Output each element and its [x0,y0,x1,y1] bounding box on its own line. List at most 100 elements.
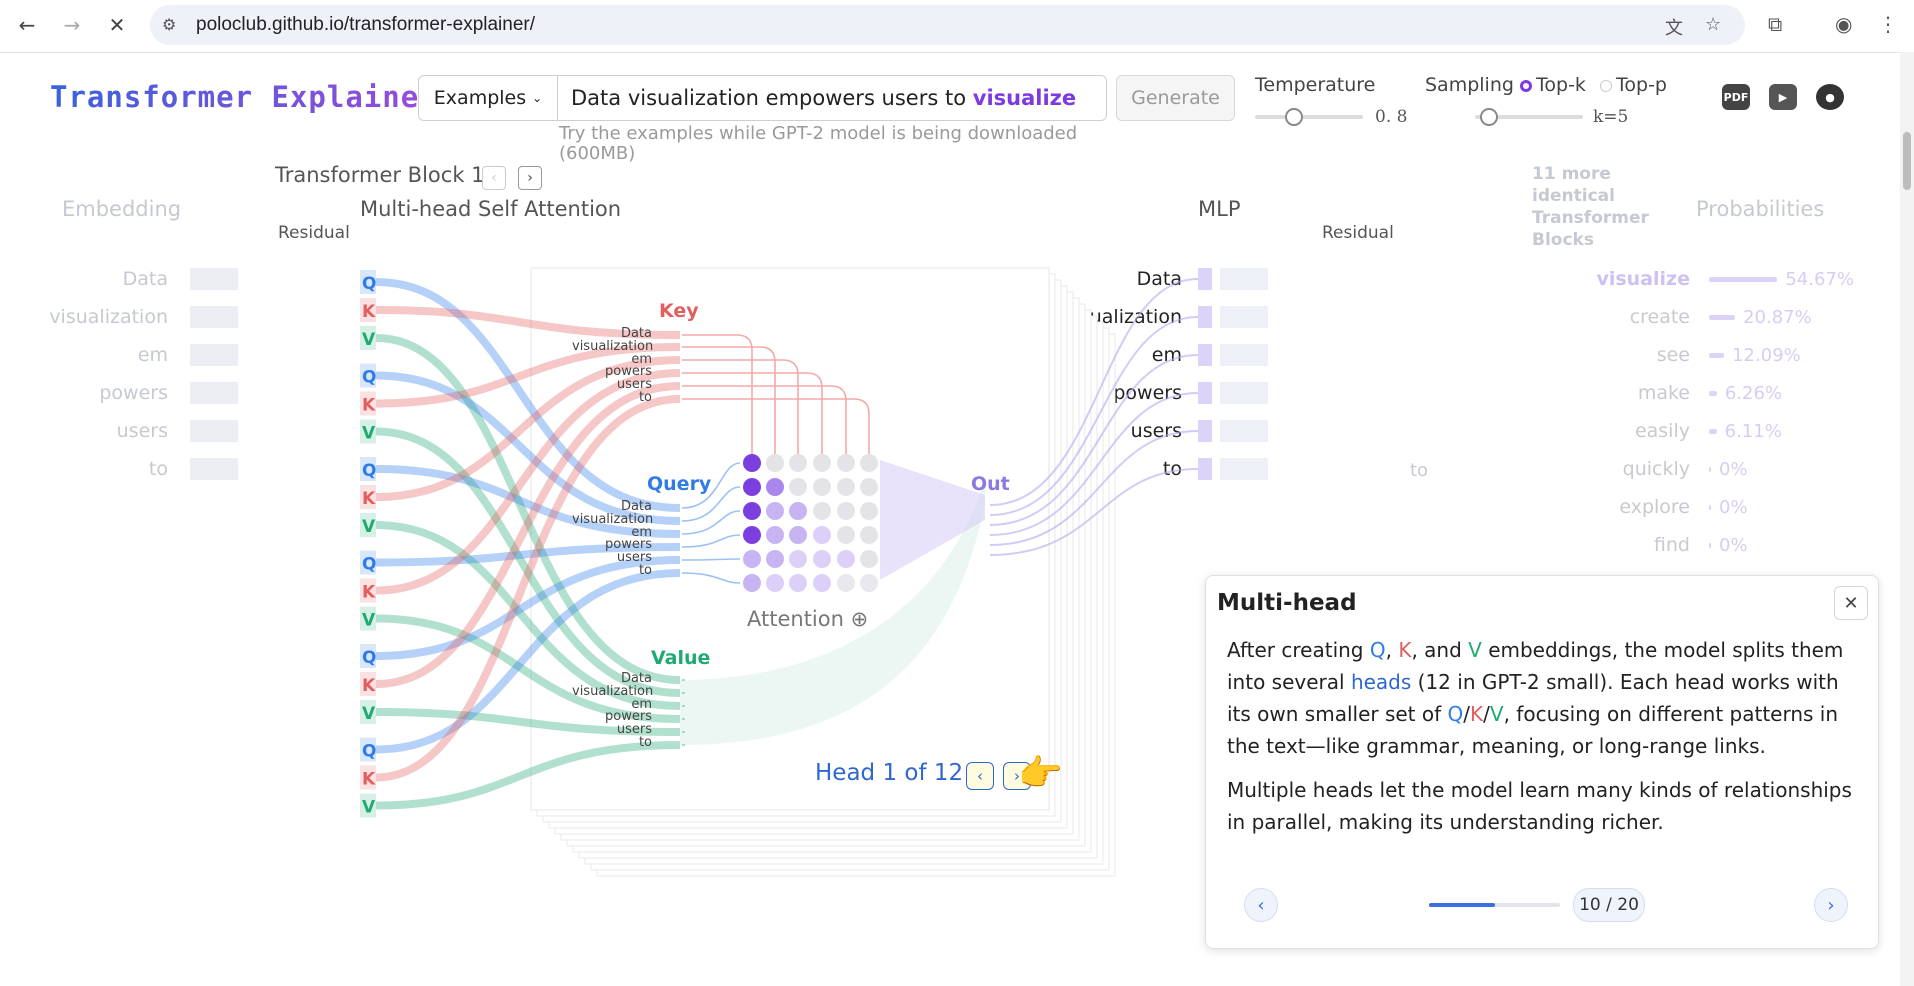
mlp-title[interactable]: MLP [1198,197,1241,221]
attention-cell [837,526,855,544]
flow-ribbon [375,556,681,660]
flow-ribbon [375,395,681,782]
value-token-label: users [616,722,652,738]
mlp-vector [1220,344,1268,366]
card-progress-bar [1429,903,1560,907]
probability-value: 0% [1719,497,1748,518]
attention-cell [813,574,831,592]
qkv-cell [360,419,376,444]
examples-dropdown[interactable]: Examples ⌄ [419,76,558,120]
probability-bar [1709,505,1711,510]
probabilities-title[interactable]: Probabilities [1696,197,1825,221]
app-logo[interactable]: Transformer Explainer [50,80,438,114]
attention-cell [860,454,878,472]
scrollbar-thumb[interactable] [1903,132,1911,190]
qkv-letter: Q [362,274,376,294]
radio-top-p[interactable]: Top-p [1600,74,1667,96]
query-token-label: users [616,550,652,566]
temperature-slider[interactable] [1255,115,1363,119]
back-icon[interactable]: ← [18,13,36,37]
probability-bar [1709,315,1736,320]
block-label: Transformer Block 1 [275,163,485,187]
site-settings-icon[interactable]: ⚙ [162,15,177,34]
next-head-button[interactable]: › [1003,762,1031,790]
close-icon[interactable]: ✕ [1834,586,1868,620]
attention-zoom-label[interactable]: Attention ⊕ [747,607,868,631]
qkv-letter: V [362,424,376,444]
value-out-flow [680,480,985,745]
card-progress-fill [1429,903,1495,907]
stop-loading-icon[interactable]: ✕ [108,13,126,37]
qkv-cell [360,513,376,537]
profile-icon[interactable]: ◉ [1835,12,1853,36]
youtube-icon[interactable]: ▶ [1769,84,1797,110]
prompt-input[interactable]: Examples ⌄ Data visualization empowers u… [418,75,1107,121]
attention-cell [837,478,855,496]
qkv-cell [360,700,376,724]
page-scrollbar[interactable] [1900,52,1914,986]
probability-word: explore [1619,496,1690,518]
mlp-vector [1220,268,1268,290]
probability-word: create [1629,306,1690,328]
qkv-letter: K [362,396,376,416]
mlp-input-vector [1198,382,1212,404]
prev-block-button[interactable]: ‹ [482,166,506,190]
predicted-word: visualize [972,86,1077,110]
sampling-label: Sampling [1425,74,1514,96]
next-block-button[interactable]: › [518,166,542,190]
examples-label: Examples [433,87,527,109]
card-text: embeddings, the model splits them into s… [1227,638,1844,694]
mlp-token: users [1130,420,1182,442]
key-line [682,359,799,455]
flow-ribbon [375,614,681,723]
out-ribbon [989,468,1199,556]
value-token-label: visualization [572,683,654,699]
topk-slider-handle[interactable] [1480,108,1498,126]
flow-ribbon [375,334,681,684]
value-token-label: powers [605,709,652,725]
qkv-cell [360,485,376,509]
prev-head-button[interactable]: ‹ [966,762,994,790]
qkv-letter: K [362,676,376,696]
address-bar[interactable]: ⚙ poloclub.github.io/transformer-explain… [150,5,1745,45]
card-next-button[interactable]: › [1814,888,1848,922]
embedding-token: visualization [49,306,168,328]
attention-title[interactable]: Multi-head Self Attention [360,197,622,221]
v-term: V [1468,638,1482,662]
attention-cell [743,526,761,544]
browser-menu-icon[interactable]: ⋮ [1878,12,1898,36]
card-text: / [1463,702,1471,726]
card-prev-button[interactable]: ‹ [1244,888,1278,922]
residual-token: to [1410,460,1429,481]
generate-button[interactable]: Generate [1116,75,1235,121]
query-line [681,534,741,548]
radio-top-k[interactable]: Top-k [1520,74,1586,96]
value-token-label: to [638,735,652,750]
url-text[interactable]: poloclub.github.io/transformer-explainer… [196,14,536,35]
github-icon[interactable]: ● [1816,84,1844,110]
card-text: , focusing on different patterns in the … [1227,702,1839,758]
query-token-label: powers [605,537,652,553]
attention-cell [860,574,878,592]
prompt-text[interactable]: Data visualization empowers users to vis… [571,86,1076,110]
probability-word: find [1653,534,1690,556]
forward-icon[interactable]: → [63,13,81,37]
attention-cell [766,454,784,472]
flow-ribbon [375,569,681,754]
embedding-title[interactable]: Embedding [62,197,182,221]
query-line [681,572,741,584]
browser-toolbar: ← → ✕ ⚙ poloclub.github.io/transformer-e… [0,0,1914,53]
embedding-vector [190,420,238,442]
pdf-icon[interactable]: PDF [1722,84,1750,110]
translate-icon[interactable]: 文 [1665,18,1683,39]
topk-slider[interactable] [1475,115,1583,119]
extensions-icon[interactable]: ⧉ [1768,12,1783,36]
probability-value: 0% [1719,459,1748,480]
bookmark-star-icon[interactable]: ☆ [1705,14,1722,35]
temperature-slider-handle[interactable] [1285,108,1303,126]
mlp-input-vector [1198,420,1212,442]
more-blocks-count: 11 [1532,164,1556,184]
key-line [682,385,847,455]
qkv-letter: Q [362,742,376,762]
